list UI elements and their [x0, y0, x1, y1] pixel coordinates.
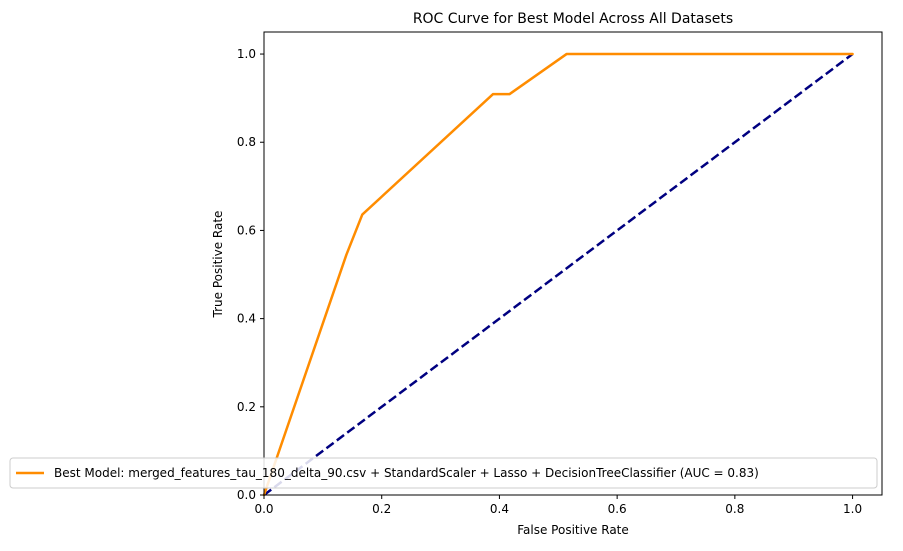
axes: 0.0 0.2 0.4 0.6 0.8 1.0 0.0 0.2 0.4 0.6 0.8 1.0	[237, 31, 883, 516]
y-axis-label: True Positive Rate	[211, 211, 225, 319]
y-tick-label: 0.0	[237, 488, 256, 502]
y-tick-label: 1.0	[237, 47, 256, 61]
chance-diagonal-line	[263, 53, 854, 497]
legend: Best Model: merged_features_tau_180_delt…	[9, 457, 878, 489]
x-tick-label: 0.0	[254, 502, 273, 516]
x-axis-label: False Positive Rate	[517, 523, 629, 537]
legend-box	[9, 457, 878, 489]
x-tick-label: 0.8	[725, 502, 744, 516]
y-tick-label: 0.4	[237, 312, 256, 326]
plot-area	[262, 52, 854, 497]
x-tick-label: 0.4	[490, 502, 509, 516]
y-tick-label: 0.2	[237, 400, 256, 414]
chart-title: ROC Curve for Best Model Across All Data…	[413, 11, 733, 27]
x-tick-label: 0.6	[608, 502, 627, 516]
legend-entry-label: Best Model: merged_features_tau_180_delt…	[54, 466, 759, 480]
y-tick-label: 0.6	[237, 223, 256, 237]
plot-frame	[263, 31, 883, 496]
x-tick-label: 0.2	[372, 502, 391, 516]
x-tick-label: 1.0	[843, 502, 862, 516]
roc-curve-line	[262, 52, 854, 497]
y-tick-label: 0.8	[237, 135, 256, 149]
